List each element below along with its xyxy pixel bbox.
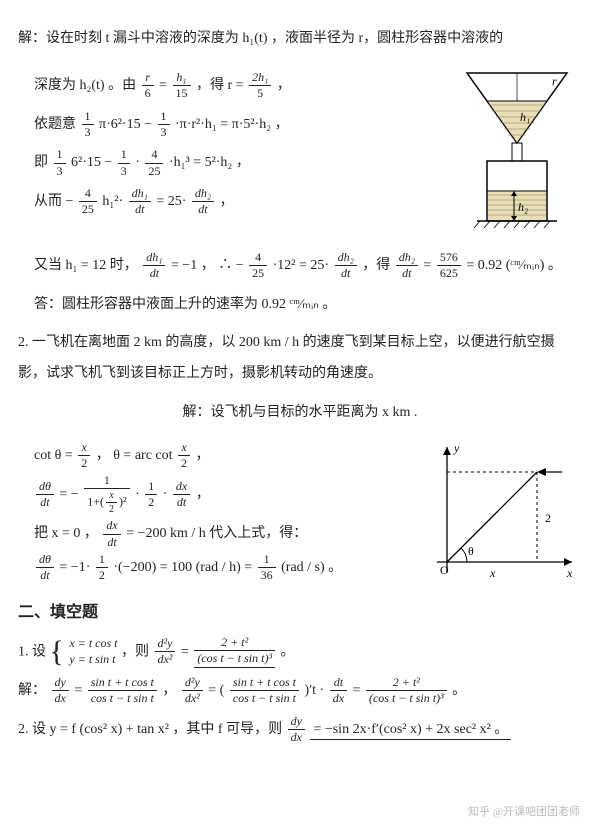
- fb1: 1. 设 { x = t cos t y = t sin t ，则 d²ydx²…: [18, 636, 582, 668]
- p1-mid: ，得 r =: [196, 78, 247, 93]
- funnel-diagram: r h₁ h₂: [452, 63, 582, 243]
- p3: 即 13 6²·15 − 13 · 425 ·h₁³ = 5²·h₂ ，: [18, 148, 442, 179]
- p1-prefix: 深度为 h₂(t) 。由: [34, 78, 140, 93]
- r-label: r: [552, 74, 557, 88]
- q2-work: cot θ = x2 ， θ = arc cot x2 ， dθdt = − 1…: [18, 437, 402, 586]
- p1-frac1b: h₁15: [173, 71, 191, 100]
- fb2: 2. 设 y = f (cos² x) + tan x² ，其中 f 可导，则 …: [18, 715, 582, 746]
- p1-suffix: ，: [277, 78, 291, 93]
- q2c: 把 x = 0 ， dxdt = −200 km / h 代入上式，得：: [34, 519, 402, 548]
- h1-label: h₁: [520, 110, 530, 124]
- q2-row: cot θ = x2 ， θ = arc cot x2 ， dθdt = − 1…: [18, 437, 582, 587]
- answer-line: 答：圆柱形容器中液面上升的速率为 0.92 ᶜᵐ⁄ₘᵢₙ 。: [18, 290, 582, 321]
- svg-text:O: O: [440, 563, 449, 577]
- p2: 依题意 13 π·6²·15 − 13 ·π·r²·h₁ = π·5²·h₂ ，: [18, 110, 442, 141]
- p1-frac2: 2h₁5: [249, 71, 271, 100]
- svg-text:2: 2: [545, 511, 551, 525]
- svg-text:x: x: [566, 566, 573, 580]
- problem1-row: 深度为 h₂(t) 。由 r6 = h₁15 ，得 r = 2h₁5 ， 依题意…: [18, 63, 582, 243]
- intro-line: 解：设在时刻 t 漏斗中溶液的深度为 h₁(t) ，液面半径为 r，圆柱形容器中…: [18, 24, 582, 55]
- q2a: cot θ = x2 ， θ = arc cot x2 ，: [34, 441, 402, 470]
- p5: 又当 h₁ = 12 时， dh₁dt = −1 ， ∴ − 425 ·12² …: [18, 251, 582, 282]
- p1-frac1: r6: [142, 71, 154, 100]
- section2-title: 二、填空题: [18, 599, 582, 628]
- fb1-sol: 解： dydx = sin t + t cos tcos t − t sin t…: [18, 676, 582, 707]
- watermark: 知乎 @开课吧团团老师: [468, 803, 580, 823]
- svg-text:y: y: [453, 441, 460, 455]
- p4: 从而 − 425 h₁²· dh₁dt = 25· dh₂dt ，: [18, 187, 442, 218]
- h2-label: h₂: [518, 200, 528, 214]
- p1: 深度为 h₂(t) 。由 r6 = h₁15 ，得 r = 2h₁5 ，: [18, 71, 442, 102]
- svg-text:x: x: [489, 566, 496, 580]
- q2d: dθdt = −1· 12 ·(−200) = 100 (rad / h) = …: [34, 553, 402, 582]
- plane-diagram: O x y θ 2 x: [412, 437, 582, 587]
- svg-text:θ: θ: [468, 544, 474, 558]
- q2-text: 2. 一飞机在离地面 2 km 的高度，以 200 km / h 的速度飞到某目…: [18, 328, 582, 390]
- q2b: dθdt = − 1 1+(x2)² · 12 · dxdt ，: [34, 474, 402, 515]
- problem1-text: 深度为 h₂(t) 。由 r6 = h₁15 ，得 r = 2h₁5 ， 依题意…: [18, 63, 442, 226]
- q2-setup: 解：设飞机与目标的水平距离为 x km .: [18, 398, 582, 429]
